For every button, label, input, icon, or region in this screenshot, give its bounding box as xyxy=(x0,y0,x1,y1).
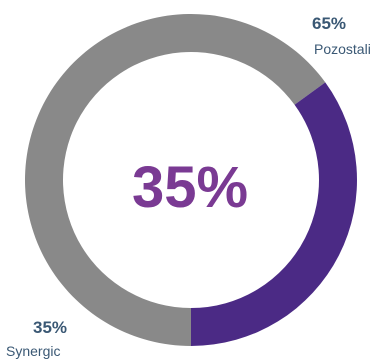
synergic-name-label: Synergic xyxy=(6,343,60,359)
donut-slices xyxy=(24,13,357,347)
pozostali-percentage-label: 65% xyxy=(312,14,346,33)
synergic-percentage-label: 35% xyxy=(33,318,67,337)
center-percentage: 35% xyxy=(132,155,248,220)
pozostali-name-label: Pozostali xyxy=(314,41,371,57)
slice-synergic xyxy=(191,82,357,347)
